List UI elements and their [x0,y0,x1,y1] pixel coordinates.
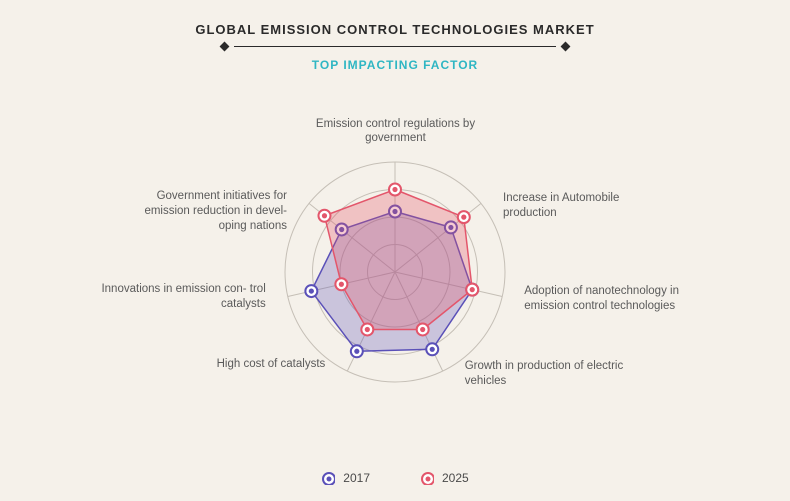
legend: 2017 2025 [0,471,790,485]
marker-inner [309,288,314,293]
title-rule [215,43,575,50]
marker-inner [354,348,359,353]
axis-label: High cost of catalysts [160,357,325,372]
axis-label: Adoption of nanotechnology in emission c… [524,284,689,314]
marker-inner [470,287,475,292]
legend-marker-icon [420,471,434,485]
marker-inner [322,213,327,218]
legend-label: 2025 [442,471,469,485]
marker-inner [392,186,397,191]
marker-inner [461,214,466,219]
legend-marker-icon [321,471,335,485]
rule-diamond-left [220,42,230,52]
axis-label: Increase in Automobile production [503,191,668,221]
legend-item: 2017 [321,471,370,485]
marker-inner [420,326,425,331]
sub-title: TOP IMPACTING FACTOR [0,58,790,72]
legend-label: 2017 [343,471,370,485]
rule-line [234,46,556,47]
chart-header: GLOBAL EMISSION CONTROL TECHNOLOGIES MAR… [0,0,790,72]
axis-label: Growth in production of electric vehicle… [465,359,630,389]
axis-label: Government initiatives for emission redu… [122,189,287,234]
radar-chart-area: Emission control regulations by governme… [0,90,790,453]
axis-label: Emission control regulations by governme… [313,117,478,147]
rule-diamond-right [561,42,571,52]
main-title: GLOBAL EMISSION CONTROL TECHNOLOGIES MAR… [0,22,790,37]
legend-item: 2025 [420,471,469,485]
marker-inner [430,346,435,351]
marker-inner [365,326,370,331]
axis-label: Innovations in emission con- trol cataly… [101,282,266,312]
marker-inner [339,281,344,286]
